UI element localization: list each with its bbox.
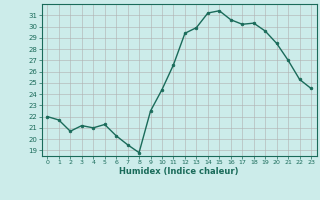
X-axis label: Humidex (Indice chaleur): Humidex (Indice chaleur) [119, 167, 239, 176]
